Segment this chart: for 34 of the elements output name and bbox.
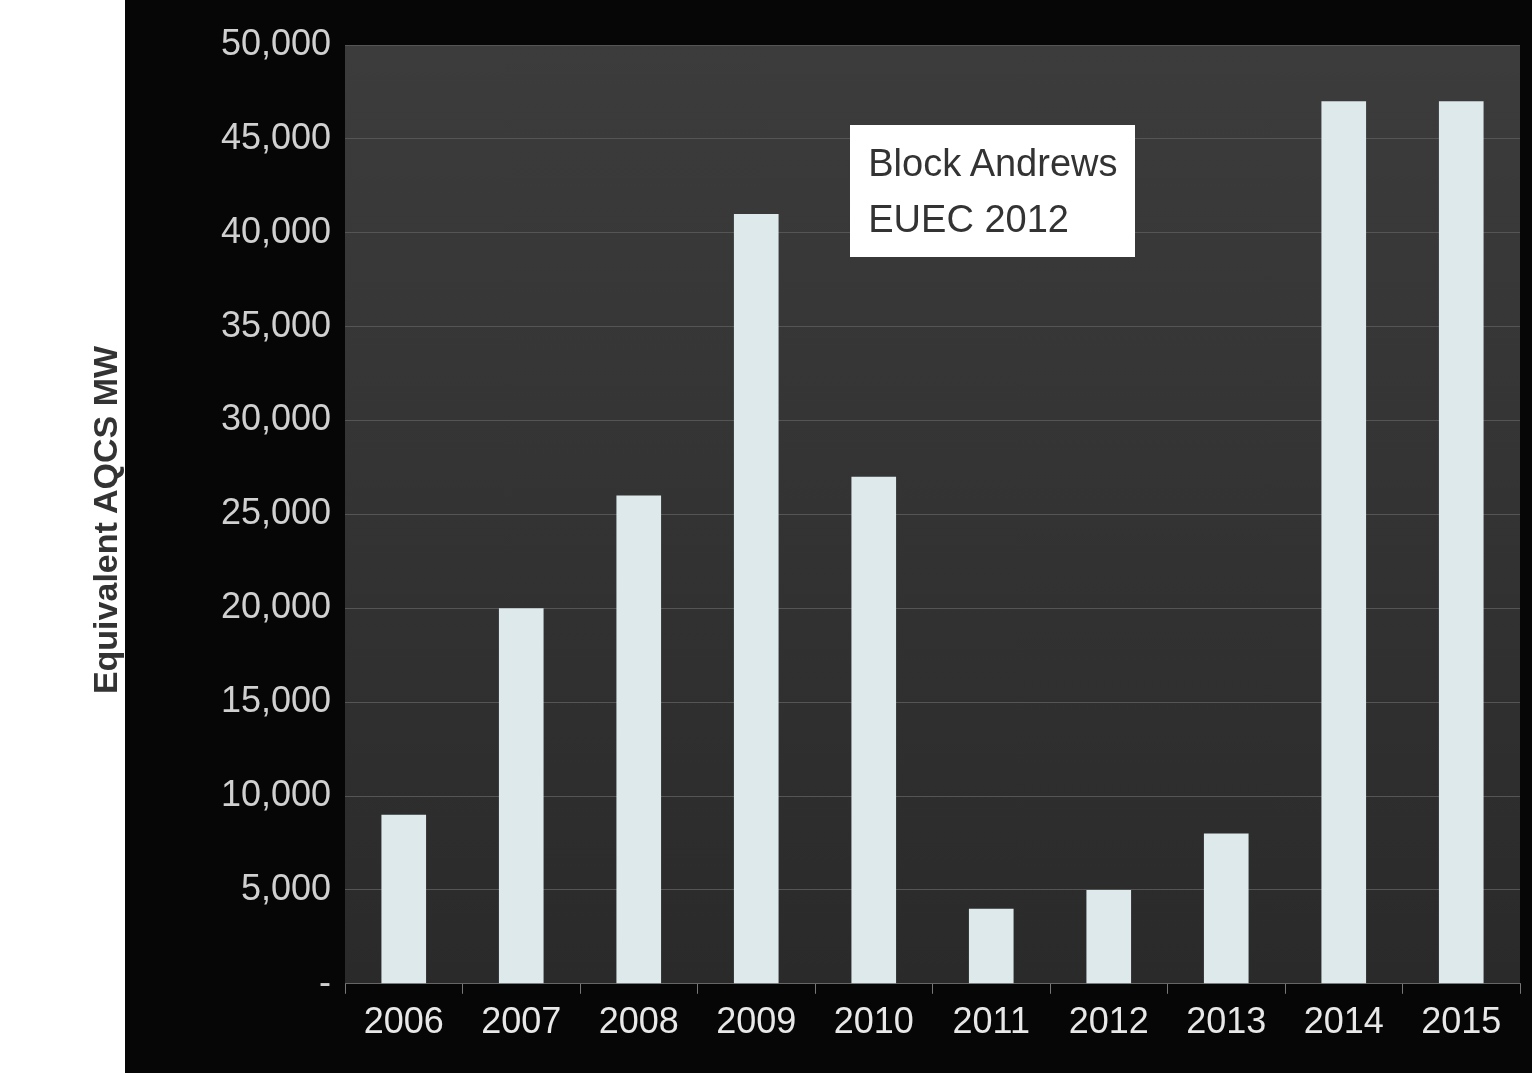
x-tick-label: 2011: [952, 1000, 1030, 1042]
bar: [968, 908, 1014, 984]
y-tick-label: 30,000: [220, 397, 331, 439]
y-tick-label: 40,000: [220, 209, 331, 251]
bar: [733, 213, 779, 984]
y-tick-label: 15,000: [220, 679, 331, 721]
y-tick-label: 45,000: [220, 115, 331, 157]
bar: [1086, 889, 1132, 984]
x-tick-label: 2008: [598, 1000, 679, 1042]
x-tick-label: 2015: [1421, 1000, 1502, 1042]
x-tick-label: 2006: [363, 1000, 444, 1042]
annotation: Block Andrews: [868, 141, 1118, 186]
y-tick-label: 20,000: [220, 585, 331, 627]
x-tick-label: 2009: [716, 1000, 797, 1042]
x-tick-label: 2013: [1186, 1000, 1267, 1042]
bar: [1438, 101, 1484, 984]
y-tick-label: 25,000: [220, 491, 331, 533]
y-tick-label: 50,000: [220, 21, 331, 63]
bar: [1203, 833, 1249, 984]
x-tick-label: 2014: [1303, 1000, 1384, 1042]
x-tick-label: 2007: [481, 1000, 562, 1042]
y-tick-label: 10,000: [220, 772, 331, 814]
x-tick-label: 2012: [1068, 1000, 1149, 1042]
y-tick-label: 35,000: [220, 303, 331, 345]
bar: [851, 476, 897, 984]
bar: [498, 608, 544, 984]
y-tick-label: -: [319, 960, 331, 1002]
bar: [616, 495, 662, 984]
annotation: EUEC 2012: [868, 197, 1070, 242]
bar: [381, 814, 427, 984]
bar: [1321, 101, 1367, 984]
x-tick-label: 2010: [833, 1000, 914, 1042]
y-axis-title: Equivalent AQCS MW: [85, 345, 125, 695]
y-tick-label: 5,000: [240, 866, 331, 908]
